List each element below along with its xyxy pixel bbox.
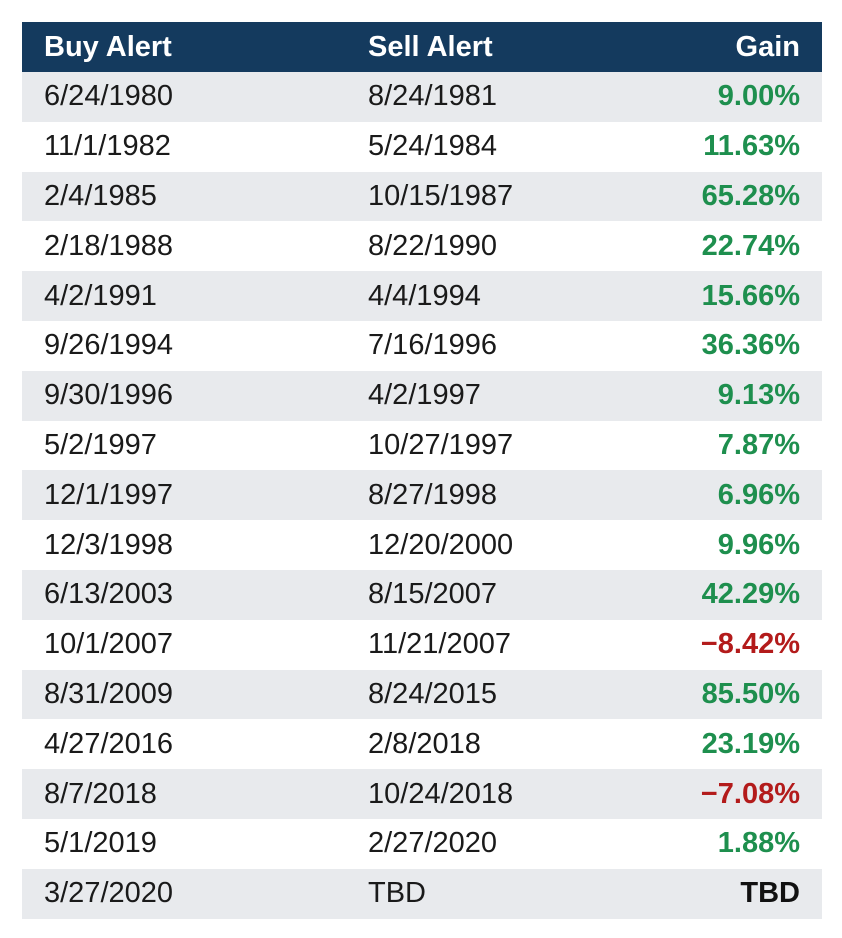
gain-cell: 23.19% [701,727,800,760]
sell-alert-cell: 10/27/1997 [368,428,514,461]
gain-cell: 85.50% [701,677,800,710]
table-row: 6/13/2003 8/15/2007 42.29% [22,569,822,620]
gain-cell: 65.28% [701,179,800,212]
buy-alert-cell: 2/18/1988 [44,229,174,262]
alerts-table: Buy Alert Sell Alert Gain 6/24/1980 8/24/… [22,22,822,919]
buy-alert-cell: 8/7/2018 [44,777,157,810]
table-row: 2/18/1988 8/22/1990 22.74% [22,221,822,272]
buy-alert-cell: 11/1/1982 [44,130,171,163]
table-row: 9/30/1996 4/2/1997 9.13% [22,370,822,421]
sell-alert-cell: 10/24/2018 [368,777,514,810]
sell-alert-cell: 8/15/2007 [368,578,498,611]
gain-cell: 22.74% [701,229,800,262]
buy-alert-cell: 9/30/1996 [44,379,174,412]
sell-alert-cell: TBD [368,877,426,910]
header-buy-alert: Buy Alert [44,30,172,63]
buy-alert-cell: 5/1/2019 [44,827,157,860]
table-row: 6/24/1980 8/24/1981 9.00% [22,72,822,122]
table-row: 8/7/2018 10/24/2018 −7.08% [22,769,822,819]
table-row: 12/1/1997 8/27/1998 6.96% [22,470,822,521]
sell-alert-cell: 10/15/1987 [368,179,514,212]
table-row: 5/1/2019 2/27/2020 1.88% [22,818,822,869]
table-row: 4/27/2016 2/8/2018 23.19% [22,719,822,770]
sell-alert-cell: 12/20/2000 [368,528,514,561]
sell-alert-cell: 8/22/1990 [368,229,498,262]
buy-alert-cell: 5/2/1997 [44,428,157,461]
table-row: 2/4/1985 10/15/1987 65.28% [22,171,822,222]
gain-cell: 9.96% [717,528,800,561]
header-sell-alert: Sell Alert [368,30,493,63]
sell-alert-cell: 7/16/1996 [368,329,498,362]
buy-alert-cell: 9/26/1994 [44,329,174,362]
buy-alert-cell: 2/4/1985 [44,179,157,212]
gain-cell: −7.08% [700,777,800,810]
sell-alert-cell: 8/24/1981 [368,80,498,113]
sell-alert-cell: 11/21/2007 [368,628,511,661]
buy-alert-cell: 6/24/1980 [44,80,174,113]
sell-alert-cell: 2/8/2018 [368,727,481,760]
sell-alert-cell: 4/4/1994 [368,279,481,312]
table-row: 4/2/1991 4/4/1994 15.66% [22,271,822,321]
gain-cell: −8.42% [700,628,800,661]
buy-alert-cell: 3/27/2020 [44,877,174,910]
sell-alert-cell: 8/24/2015 [368,677,498,710]
buy-alert-cell: 4/2/1991 [44,279,157,312]
sell-alert-cell: 2/27/2020 [368,827,498,860]
gain-cell: 36.36% [701,329,800,362]
table-row: 11/1/1982 5/24/1984 11.63% [22,121,822,172]
table-row: 3/27/2020 TBD TBD [22,868,822,919]
buy-alert-cell: 8/31/2009 [44,677,174,710]
gain-cell: 9.00% [717,80,800,113]
gain-cell: 42.29% [701,578,800,611]
gain-cell: TBD [740,877,800,910]
table-body: 6/24/1980 8/24/1981 9.00% 11/1/1982 5/24/198… [22,72,822,919]
buy-alert-cell: 4/27/2016 [44,727,174,760]
sell-alert-cell: 4/2/1997 [368,379,481,412]
sell-alert-cell: 8/27/1998 [368,478,498,511]
gain-cell: 6.96% [717,478,800,511]
buy-alert-cell: 12/3/1998 [44,528,174,561]
header-gain: Gain [735,30,800,63]
table-row: 5/2/1997 10/27/1997 7.87% [22,420,822,471]
sell-alert-cell: 5/24/1984 [368,130,498,163]
buy-alert-cell: 6/13/2003 [44,578,174,611]
gain-cell: 9.13% [717,379,800,412]
gain-cell: 1.88% [717,827,800,860]
gain-cell: 15.66% [701,279,800,312]
table-row: 12/3/1998 12/20/2000 9.96% [22,520,822,570]
table-row: 9/26/1994 7/16/1996 36.36% [22,320,822,371]
buy-alert-cell: 12/1/1997 [44,478,174,511]
gain-cell: 7.87% [717,428,800,461]
table-row: 8/31/2009 8/24/2015 85.50% [22,669,822,720]
table-header: Buy Alert Sell Alert Gain [22,22,822,72]
table-row: 10/1/2007 11/21/2007 −8.42% [22,619,822,670]
buy-alert-cell: 10/1/2007 [44,628,174,661]
gain-cell: 11.63% [703,130,800,163]
